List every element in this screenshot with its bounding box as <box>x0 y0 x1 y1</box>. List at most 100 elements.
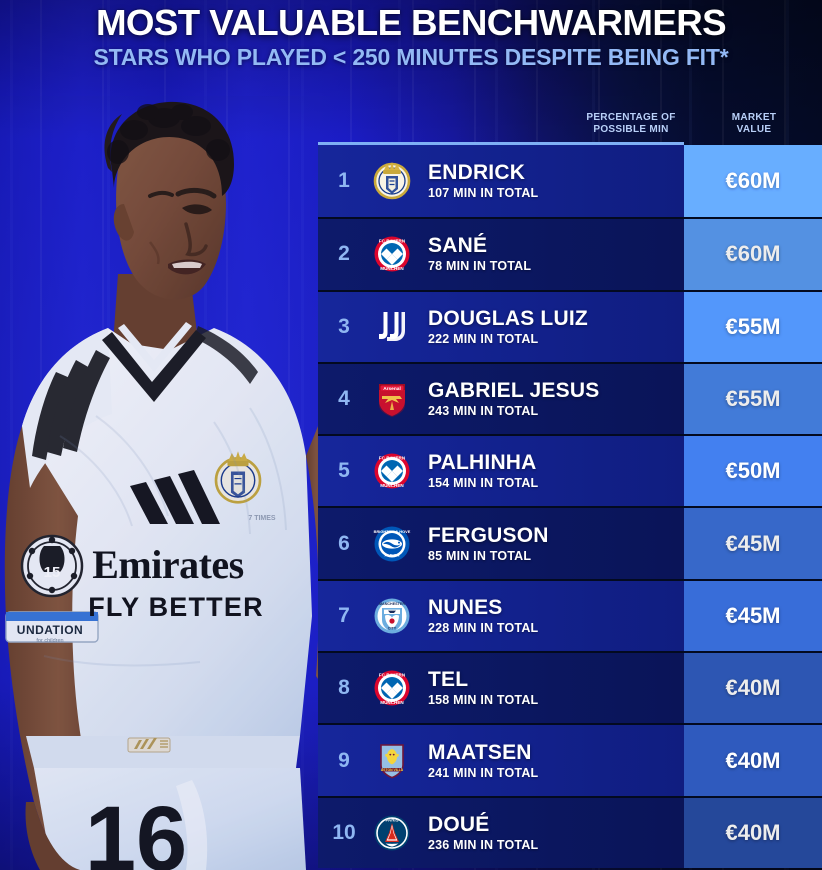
player-name: DOUÉ <box>428 812 490 836</box>
player-info: DOUÉ 236 MIN IN TOTAL <box>414 813 730 853</box>
svg-text:MÜNCHEN: MÜNCHEN <box>380 482 404 488</box>
rank-number: 8 <box>338 676 350 700</box>
table-row[interactable]: 6 BRIGHTON & HOVE ALBION FERGUSON 85 MIN … <box>318 506 822 580</box>
svg-text:Emirates: Emirates <box>92 542 244 587</box>
player-info: ENDRICK 107 MIN IN TOTAL <box>414 161 730 201</box>
svg-text:FC BAYERN: FC BAYERN <box>379 456 406 461</box>
player-name: SANÉ <box>428 234 488 258</box>
club-crest-arsenal-icon: Arsenal <box>370 377 414 421</box>
player-name: TEL <box>428 668 469 692</box>
market-value: €45M <box>684 508 822 579</box>
club-crest-bayern-munich-icon: FC BAYERN MÜNCHEN <box>370 449 414 493</box>
club-crest-bayern-munich-icon: FC BAYERN MÜNCHEN <box>370 666 414 710</box>
player-name: NUNES <box>428 595 503 619</box>
svg-text:15: 15 <box>44 564 61 581</box>
player-name: PALHINHA <box>428 451 537 475</box>
svg-text:16: 16 <box>85 788 187 870</box>
svg-text:FC BAYERN: FC BAYERN <box>379 673 406 678</box>
rank-number: 4 <box>338 387 350 411</box>
player-info: MAATSEN 241 MIN IN TOTAL <box>414 741 730 781</box>
player-minutes: 243 MIN IN TOTAL <box>428 404 539 419</box>
market-value: €60M <box>684 145 822 218</box>
svg-text:UNDATION: UNDATION <box>17 623 83 637</box>
column-header-percentage: PERCENTAGE OF POSSIBLE MIN <box>578 112 684 136</box>
player-info: TEL 158 MIN IN TOTAL <box>414 668 730 708</box>
market-value: €40M <box>684 725 822 796</box>
table-row[interactable]: 5 FC BAYERN MÜNCHEN PALHINHA 154 MIN IN T… <box>318 434 822 507</box>
market-value: €40M <box>684 653 822 724</box>
player-minutes: 158 MIN IN TOTAL <box>428 693 539 708</box>
table-top-accent <box>318 142 684 145</box>
player-minutes: 78 MIN IN TOTAL <box>428 259 532 274</box>
value-header-line2: VALUE <box>736 124 772 135</box>
svg-text:ALBION: ALBION <box>385 552 400 557</box>
svg-text:CITY: CITY <box>388 627 397 631</box>
player-info: FERGUSON 85 MIN IN TOTAL <box>414 524 730 564</box>
club-crest-man-city-icon: MANCHESTER CITY <box>370 594 414 638</box>
club-crest-juventus-icon <box>370 305 414 349</box>
rank-number: 10 <box>332 820 356 844</box>
rank-number: 5 <box>338 459 350 483</box>
rank-number: 1 <box>338 169 350 193</box>
svg-text:FC BAYERN: FC BAYERN <box>379 239 406 244</box>
svg-text:MÜNCHEN: MÜNCHEN <box>380 699 404 705</box>
club-crest-bayern-munich-icon: FC BAYERN MÜNCHEN <box>370 232 414 276</box>
page-title: MOST VALUABLE BENCHWARMERS <box>95 2 727 43</box>
player-minutes: 85 MIN IN TOTAL <box>428 548 532 563</box>
player-info: PALHINHA 154 MIN IN TOTAL <box>414 451 730 491</box>
svg-text:PARIS: PARIS <box>385 817 398 822</box>
player-minutes: 154 MIN IN TOTAL <box>428 476 539 491</box>
player-minutes: 236 MIN IN TOTAL <box>428 837 539 852</box>
market-value: €50M <box>684 436 822 507</box>
player-info: GABRIEL JESUS 243 MIN IN TOTAL <box>414 379 730 419</box>
club-crest-brighton-icon: BRIGHTON & HOVE ALBION <box>370 522 414 566</box>
rank-number: 9 <box>338 748 350 772</box>
rank-number: 6 <box>338 531 350 555</box>
player-minutes: 222 MIN IN TOTAL <box>428 331 539 346</box>
market-value: €60M <box>684 219 822 290</box>
rank-number: 7 <box>338 603 350 627</box>
player-info: DOUGLAS LUIZ 222 MIN IN TOTAL <box>414 307 730 347</box>
club-crest-aston-villa-icon: ASTON VILLA <box>370 739 414 783</box>
player-photo: 15 UNDATION for children <box>0 96 330 870</box>
player-name: FERGUSON <box>428 523 549 547</box>
market-value: €45M <box>684 580 822 652</box>
player-name: DOUGLAS LUIZ <box>428 306 588 330</box>
percentage-header-line1: PERCENTAGE OF <box>586 112 676 123</box>
svg-text:FLY BETTER: FLY BETTER <box>88 592 264 622</box>
market-value: €55M <box>684 363 822 435</box>
svg-text:ASTON VILLA: ASTON VILLA <box>381 768 404 772</box>
percentage-header-line2: POSSIBLE MIN <box>593 124 669 135</box>
column-header-market-value: MARKET VALUE <box>686 112 822 136</box>
svg-text:Arsenal: Arsenal <box>383 386 401 392</box>
svg-text:for children: for children <box>36 638 63 644</box>
player-minutes: 228 MIN IN TOTAL <box>428 620 539 635</box>
value-header-line1: MARKET <box>731 112 777 123</box>
page-subtitle: STARS WHO PLAYED < 250 MINUTES DESPITE B… <box>93 44 729 70</box>
header: MOST VALUABLE BENCHWARMERS STARS WHO PLA… <box>0 0 822 100</box>
rank-number: 2 <box>338 242 350 266</box>
club-crest-psg-icon: PARIS <box>370 811 414 855</box>
svg-text:MANCHESTER: MANCHESTER <box>379 602 405 606</box>
player-info: SANÉ 78 MIN IN TOTAL <box>414 234 730 274</box>
player-minutes: 107 MIN IN TOTAL <box>428 186 539 201</box>
player-name: MAATSEN <box>428 740 532 764</box>
market-value: €55M <box>684 291 822 362</box>
club-crest-real-madrid-icon <box>370 159 414 203</box>
market-value: €40M <box>684 797 822 868</box>
player-name: GABRIEL JESUS <box>428 379 600 403</box>
svg-text:MÜNCHEN: MÜNCHEN <box>380 265 404 271</box>
column-headers: PERCENTAGE OF POSSIBLE MIN MARKET VALUE <box>0 112 822 144</box>
rank-number: 3 <box>338 314 350 338</box>
player-info: NUNES 228 MIN IN TOTAL <box>414 596 730 636</box>
